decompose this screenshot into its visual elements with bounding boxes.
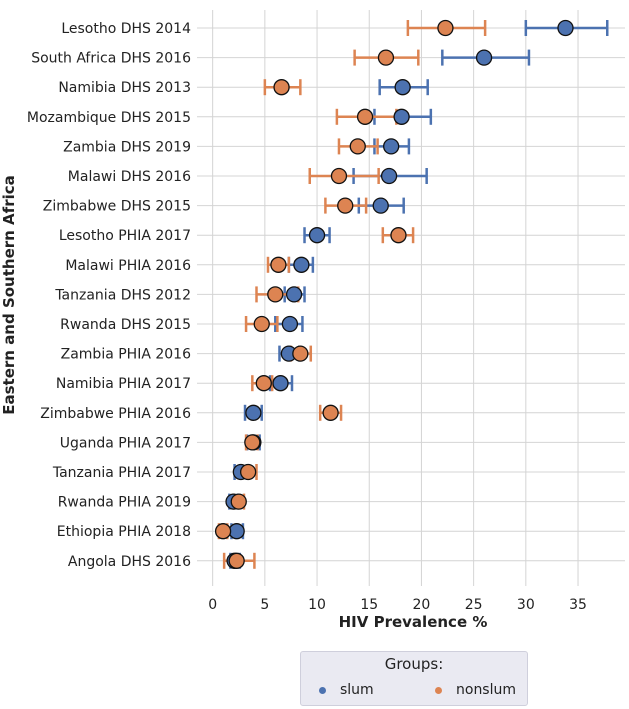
grid-layer [197,10,625,586]
y-tick-label: Lesotho PHIA 2017 [59,228,191,244]
data-point-slum [383,138,400,155]
data-point-slum [380,167,398,185]
data-point-nonslum [214,523,232,540]
data-point-slum [393,108,410,125]
y-tick-label: Tanzania PHIA 2017 [52,465,191,481]
legend-label-slum: slum [340,682,374,698]
y-tick-label: Tanzania DHS 2012 [54,287,191,303]
y-tick-label: Zambia PHIA 2016 [61,347,191,363]
y-tick-label: Uganda PHIA 2017 [60,435,191,451]
data-point-slum [245,404,262,421]
legend-title: Groups: [384,655,444,673]
data-point-nonslum [377,49,395,66]
data-point-nonslum [437,19,454,37]
data-point-nonslum [356,108,374,125]
y-tick-label: Ethiopia PHIA 2018 [57,524,191,540]
x-tick-label: 15 [360,597,378,613]
data-point-slum [228,523,245,540]
x-tick-label: 20 [413,597,431,613]
y-tick-labels: Lesotho DHS 2014 South Africa DHS 2016 Nam… [27,21,191,570]
x-axis-label: HIV Prevalence % [339,613,488,631]
data-point-slum [285,286,303,303]
x-tick-label: 0 [208,597,217,613]
data-point-nonslum [292,345,309,362]
y-tick-label: Malawi DHS 2016 [68,169,191,185]
data-point-nonslum [228,552,245,569]
y-tick-label: Lesotho DHS 2014 [61,21,191,37]
x-tick-label: 35 [569,597,587,613]
y-tick-label: Rwanda DHS 2015 [60,317,191,333]
y-tick-label: Zimbabwe DHS 2015 [43,199,191,215]
x-tick-label: 5 [260,597,269,613]
data-point-nonslum [230,493,247,510]
data-point-slum [372,197,389,214]
y-tick-label: South Africa DHS 2016 [31,51,191,67]
data-point-nonslum [330,167,348,185]
y-tick-label: Namibia PHIA 2017 [56,376,191,392]
data-point-nonslum [244,434,261,451]
data-point-slum [272,375,289,392]
x-tick-label: 10 [308,597,326,613]
data-point-slum [394,79,411,96]
legend-item-nonslum: nonslum [435,682,516,698]
data-point-slum [293,256,310,273]
data-marks [214,19,609,569]
y-tick-label: Mozambique DHS 2015 [27,110,191,126]
data-point-nonslum [255,375,272,392]
y-tick-label: Namibia DHS 2013 [58,80,191,96]
x-tick-labels: 0 5 10 15 20 25 30 35 [208,597,587,613]
data-point-nonslum [337,197,354,214]
y-tick-label: Malawi PHIA 2016 [65,258,191,274]
legend-label-nonslum: nonslum [456,682,517,698]
legend-item-slum: slum [319,682,374,698]
data-point-nonslum [349,138,366,155]
y-axis-label: Eastern and Southern Africa [0,175,18,415]
data-point-slum [557,19,574,37]
data-point-slum [281,315,299,333]
y-tick-label: Rwanda PHIA 2019 [58,495,191,511]
x-tick-label: 30 [517,597,535,613]
legend: Groups: slum nonslum [300,651,528,706]
y-tick-label: Angola DHS 2016 [68,554,191,570]
data-point-nonslum [240,463,257,481]
y-tick-label: Zimbabwe PHIA 2016 [40,406,191,422]
data-point-slum [308,227,326,244]
legend-marker-nonslum [435,686,442,694]
data-point-nonslum [270,256,287,273]
data-point-nonslum [267,286,284,303]
data-point-nonslum [273,79,290,96]
data-point-nonslum [390,227,407,244]
data-point-slum [475,49,493,66]
x-tick-label: 25 [465,597,483,613]
y-tick-label: Zambia DHS 2019 [63,139,191,155]
data-point-nonslum [253,315,270,333]
data-point-nonslum [322,404,339,421]
legend-marker-slum [319,686,326,694]
